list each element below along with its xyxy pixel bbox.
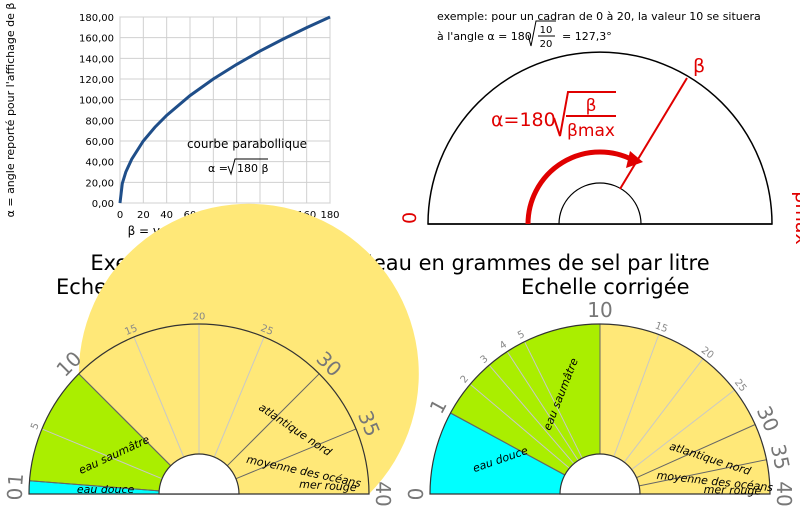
minor-tick bbox=[524, 341, 583, 459]
major-tick-label: 40 bbox=[371, 481, 395, 506]
minor-tick-label: 3 bbox=[479, 354, 491, 366]
example-fraction-num: 10 bbox=[540, 25, 553, 36]
plot-area bbox=[119, 16, 331, 204]
example-line-2-prefix: à l'angle α = 180 bbox=[437, 30, 532, 43]
principle-diagram: exemple: pour un cadran de 0 à 20, la va… bbox=[399, 10, 800, 245]
minor-tick-label: 15 bbox=[123, 323, 139, 338]
y-tick-label: 80,00 bbox=[85, 116, 114, 127]
minor-tick-label: 5 bbox=[29, 421, 42, 431]
principle-hub bbox=[558, 182, 642, 225]
x-tick-label: 20 bbox=[137, 210, 150, 221]
gauge-zone bbox=[600, 324, 770, 494]
major-tick bbox=[78, 373, 172, 467]
minor-tick bbox=[488, 364, 575, 465]
minor-tick bbox=[213, 336, 265, 458]
y-tick-label: 20,00 bbox=[85, 178, 114, 189]
alpha-arc bbox=[525, 149, 635, 225]
minor-tick-label: 20 bbox=[193, 312, 206, 323]
y-axis-label: α = angle reporté pour l'affichage de β bbox=[4, 3, 17, 218]
minor-tick-label: 5 bbox=[516, 329, 527, 342]
formula-prefix: α=180 bbox=[491, 109, 556, 131]
major-tick bbox=[235, 428, 357, 480]
principle-half-dial bbox=[427, 51, 773, 225]
minor-tick-label: 4 bbox=[498, 339, 509, 352]
formula-numerator: β bbox=[586, 96, 597, 116]
minor-tick-label: 2 bbox=[459, 374, 472, 386]
example-fraction-den: 20 bbox=[540, 39, 553, 50]
formula-radicand: 180 β bbox=[237, 162, 269, 175]
minor-tick bbox=[613, 334, 660, 457]
y-tick-label: 60,00 bbox=[85, 137, 114, 148]
sqrt-icon bbox=[553, 91, 616, 137]
minor-tick bbox=[41, 428, 163, 480]
x-tick-label: 0 bbox=[117, 210, 123, 221]
minor-tick bbox=[623, 358, 704, 463]
gauge-outline bbox=[429, 323, 771, 495]
major-tick-label: 35 bbox=[766, 442, 795, 472]
minor-tick-label: 25 bbox=[259, 323, 275, 338]
major-tick bbox=[29, 480, 160, 492]
beta-needle bbox=[619, 77, 688, 190]
x-tick-label: 180 bbox=[320, 210, 339, 221]
major-tick bbox=[639, 459, 767, 487]
example-result: = 127,3° bbox=[562, 30, 612, 43]
major-tick bbox=[636, 424, 756, 479]
major-tick bbox=[450, 412, 566, 476]
major-tick bbox=[226, 373, 320, 467]
curve-annotation-formula: α = 180 β bbox=[208, 158, 269, 176]
minor-tick-label: 15 bbox=[653, 321, 669, 336]
example-line-1: exemple: pour un cadran de 0 à 20, la va… bbox=[437, 10, 761, 23]
major-tick-label: 1 bbox=[425, 395, 452, 418]
major-tick-label: 1 bbox=[3, 472, 28, 487]
major-tick-label: 0 bbox=[404, 488, 428, 501]
alpha-arrow-icon bbox=[626, 151, 643, 168]
sqrt-icon bbox=[227, 158, 268, 176]
minor-tick bbox=[133, 336, 185, 458]
sqrt-icon bbox=[527, 20, 556, 47]
y-tick-label: 0,00 bbox=[92, 199, 114, 210]
curve-annotation-title: courbe parabollique bbox=[187, 137, 307, 151]
y-tick-label: 120,00 bbox=[79, 75, 114, 86]
zone-label: mer rouge bbox=[704, 483, 762, 498]
label-zero: 0 bbox=[399, 212, 421, 224]
gauge-zone bbox=[429, 413, 600, 494]
y-tick-label: 40,00 bbox=[85, 158, 114, 169]
gauge-hub bbox=[559, 453, 641, 495]
parabolic-curve-chart: 0,00 20,00 40,00 60,00 80,00 100,00 120,00 140,… bbox=[4, 3, 340, 238]
minor-tick bbox=[469, 383, 570, 469]
y-tick-label: 160,00 bbox=[79, 34, 114, 45]
major-tick-label: 10 bbox=[587, 298, 612, 322]
label-beta: β bbox=[693, 55, 705, 77]
zone-label: eau douce bbox=[77, 483, 135, 496]
label-beta-max: βmax bbox=[791, 191, 800, 245]
gauge-hub bbox=[158, 453, 240, 495]
x-tick-label: 40 bbox=[160, 210, 173, 221]
gauge-zone bbox=[29, 373, 199, 494]
minor-tick bbox=[506, 351, 579, 461]
gauge-corrected-title: Echelle corrigée bbox=[521, 275, 690, 299]
formula-denominator: βmax bbox=[567, 121, 615, 141]
y-tick-label: 100,00 bbox=[79, 96, 114, 107]
y-tick-labels: 0,00 20,00 40,00 60,00 80,00 100,00 120,00 140,… bbox=[79, 13, 114, 210]
chart-grid bbox=[119, 16, 331, 204]
formula-alpha: α = bbox=[208, 162, 228, 175]
gauge-zone bbox=[78, 203, 419, 495]
zone-label: mer rouge bbox=[299, 478, 357, 495]
series-line bbox=[118, 15, 331, 204]
minor-tick bbox=[631, 389, 735, 470]
gauge-outline bbox=[28, 323, 370, 495]
y-tick-label: 180,00 bbox=[79, 13, 114, 24]
major-tick-label: 0 bbox=[3, 488, 27, 501]
y-tick-label: 140,00 bbox=[79, 54, 114, 65]
major-tick-label: 40 bbox=[772, 481, 796, 506]
